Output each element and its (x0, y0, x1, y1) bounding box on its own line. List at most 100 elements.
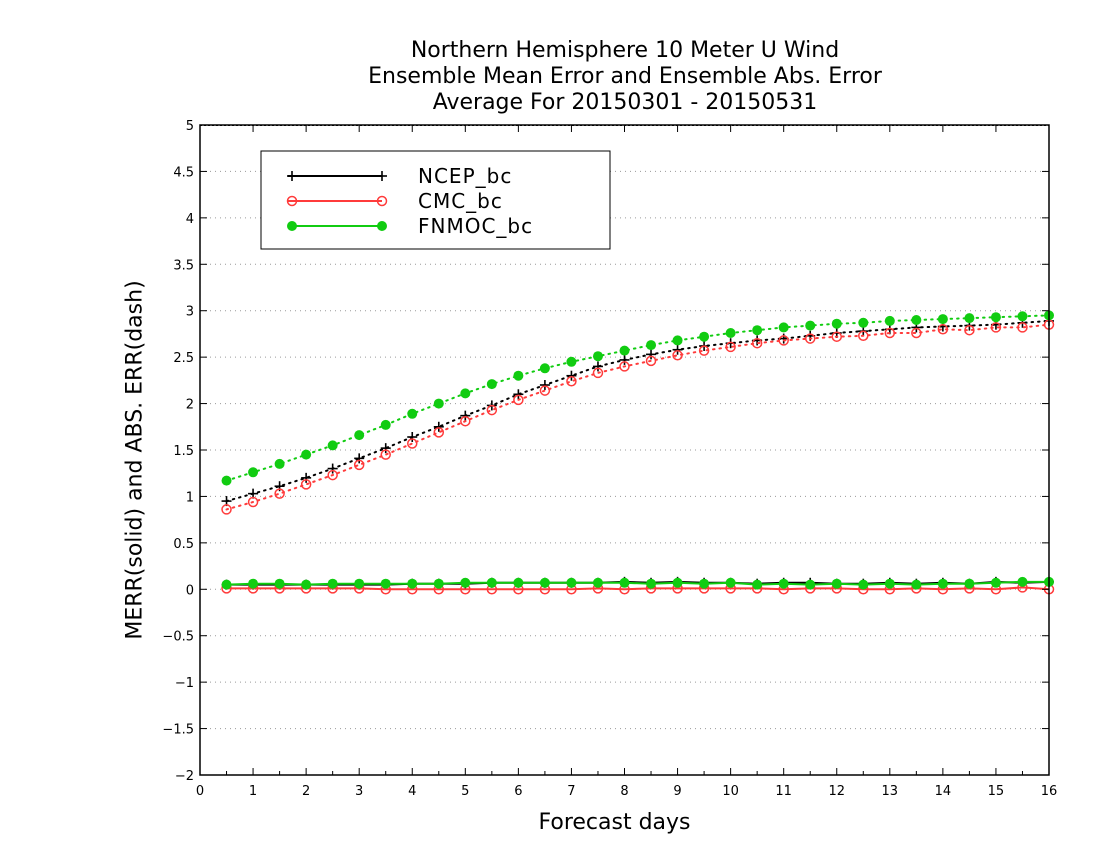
y-tick-label: −2 (175, 769, 194, 784)
fnmoc-bc-abs-err-point (513, 370, 524, 381)
cmc-bc-abs-err-point (1017, 322, 1028, 333)
fnmoc-bc-merr-point (752, 579, 763, 590)
cmc-bc-abs-err-point (751, 337, 763, 349)
legend-marker (286, 195, 298, 207)
fnmoc-bc-merr-point (805, 579, 816, 590)
cmc-bc-abs-err-point (645, 355, 657, 367)
legend-label: FNMOC_bc (418, 214, 533, 238)
y-tick-label: 1 (186, 490, 194, 505)
cmc-bc-abs-err-point (937, 324, 949, 335)
cmc-bc-abs-err-point (725, 341, 736, 353)
fnmoc-bc-abs-err-point (858, 317, 869, 328)
fnmoc-bc-abs-err-point (380, 419, 391, 430)
fnmoc-bc-abs-err-point (699, 331, 710, 342)
fnmoc-bc-merr-point (433, 578, 444, 589)
fnmoc-bc-abs-err-point (911, 315, 922, 325)
fnmoc-bc-abs-err-point (407, 408, 418, 419)
ncep-bc-abs-err-point (327, 463, 338, 474)
fnmoc-bc-merr-point (301, 579, 312, 590)
ncep-bc-abs-err-point (539, 380, 550, 390)
fnmoc-bc-merr-point (778, 578, 789, 589)
x-tick-label: 1 (249, 784, 257, 799)
y-tick-label: 0.5 (173, 537, 194, 552)
cmc-bc-abs-err-point (460, 415, 471, 427)
ncep-bc-abs-err-point (354, 453, 365, 464)
fnmoc-bc-merr-point (1017, 576, 1028, 587)
series-fnmoc-bc (221, 310, 1054, 590)
chart-title-line-1: Northern Hemisphere 10 Meter U Wind (410, 38, 840, 63)
cmc-bc-abs-err-point (911, 327, 922, 339)
fnmoc-bc-abs-err-point (327, 440, 338, 451)
fnmoc-bc-abs-err-point (884, 315, 895, 326)
fnmoc-bc-abs-err-point (433, 398, 444, 409)
y-tick-label: 5 (186, 119, 194, 134)
ncep-bc-abs-err-point (619, 354, 630, 365)
x-tick-label: 11 (775, 784, 792, 799)
fnmoc-bc-merr-point (539, 577, 550, 588)
cmc-bc-abs-err-point (247, 496, 259, 508)
legend-marker (377, 221, 387, 231)
fnmoc-bc-merr-point (354, 578, 365, 589)
series-cmc-bc (221, 319, 1055, 595)
fnmoc-bc-merr-point (566, 577, 577, 588)
legend-marker (376, 195, 388, 207)
x-tick-label: 2 (302, 784, 310, 799)
ncep-bc-abs-err-point (460, 410, 471, 421)
fnmoc-bc-merr-point (646, 578, 657, 589)
fnmoc-bc-merr-point (274, 578, 285, 589)
x-axis-label: Forecast days (538, 810, 691, 835)
ncep-bc-abs-err-point (513, 389, 524, 400)
fnmoc-bc-abs-err-point (778, 322, 789, 333)
chart-title-line-3: Average For 20150301 - 20150531 (432, 90, 818, 115)
y-tick-label: −0.5 (162, 630, 194, 645)
fnmoc-bc-merr-point (486, 577, 497, 588)
cmc-bc-abs-err-point (539, 385, 551, 396)
cmc-bc-abs-err-point (566, 376, 577, 387)
y-tick-label: 1.5 (173, 444, 194, 459)
fnmoc-bc-abs-err-point (301, 449, 312, 460)
y-axis-label: MERR(solid) and ABS. ERR(dash) (122, 280, 148, 640)
cmc-bc-abs-err-point (433, 427, 445, 438)
ncep-bc-abs-err-point (380, 443, 391, 454)
fnmoc-bc-merr-point (672, 577, 683, 588)
fnmoc-bc-merr-point (460, 577, 471, 588)
fnmoc-bc-abs-err-point (937, 314, 948, 325)
x-tick-label: 13 (882, 784, 899, 799)
fnmoc-bc-merr-point (248, 578, 259, 589)
cmc-bc-abs-err-line (225, 323, 1050, 511)
series-ncep-bc (221, 315, 1054, 590)
ncep-bc-abs-err-point (433, 421, 444, 432)
fnmoc-bc-abs-err-point (964, 313, 975, 324)
cmc-bc-abs-err-point (327, 469, 338, 481)
fnmoc-bc-merr-point (858, 579, 869, 590)
fnmoc-bc-merr-point (937, 578, 948, 589)
cmc-bc-merr-line (226, 586, 1050, 591)
ncep-bc-abs-err-point (301, 472, 312, 483)
fnmoc-bc-abs-err-point (725, 328, 736, 338)
fnmoc-bc-merr-point (380, 578, 391, 589)
y-tick-label: −1 (175, 676, 194, 691)
legend-marker (287, 221, 297, 231)
fnmoc-bc-merr-point (592, 577, 603, 588)
fnmoc-bc-merr-point (221, 579, 232, 590)
fnmoc-bc-abs-err-point (221, 475, 232, 486)
cmc-bc-abs-err-point (274, 488, 285, 499)
x-tick-label: 7 (567, 784, 575, 799)
cmc-bc-abs-err-point (990, 322, 1002, 333)
fnmoc-bc-abs-err-point (831, 318, 842, 329)
axis-ticks: 0 1 2 3 4 5 6 7 8 9 10 11 12 13 14 15 16−2−1.5−1−0.500.5… (162, 119, 1057, 799)
fnmoc-bc-abs-err-point (274, 458, 285, 469)
ncep-bc-abs-err-line (225, 319, 1050, 503)
x-tick-label: 5 (461, 784, 469, 799)
x-tick-label: 4 (408, 784, 416, 799)
x-tick-label: 16 (1041, 784, 1058, 799)
ncep-bc-abs-err-point (566, 370, 577, 381)
fnmoc-bc-merr-point (884, 578, 895, 589)
fnmoc-bc-merr-point (911, 579, 922, 590)
legend-marker (287, 171, 297, 181)
y-tick-label: −1.5 (162, 723, 194, 738)
cmc-bc-abs-err-point (964, 324, 975, 336)
cmc-bc-abs-err-point (804, 333, 816, 344)
